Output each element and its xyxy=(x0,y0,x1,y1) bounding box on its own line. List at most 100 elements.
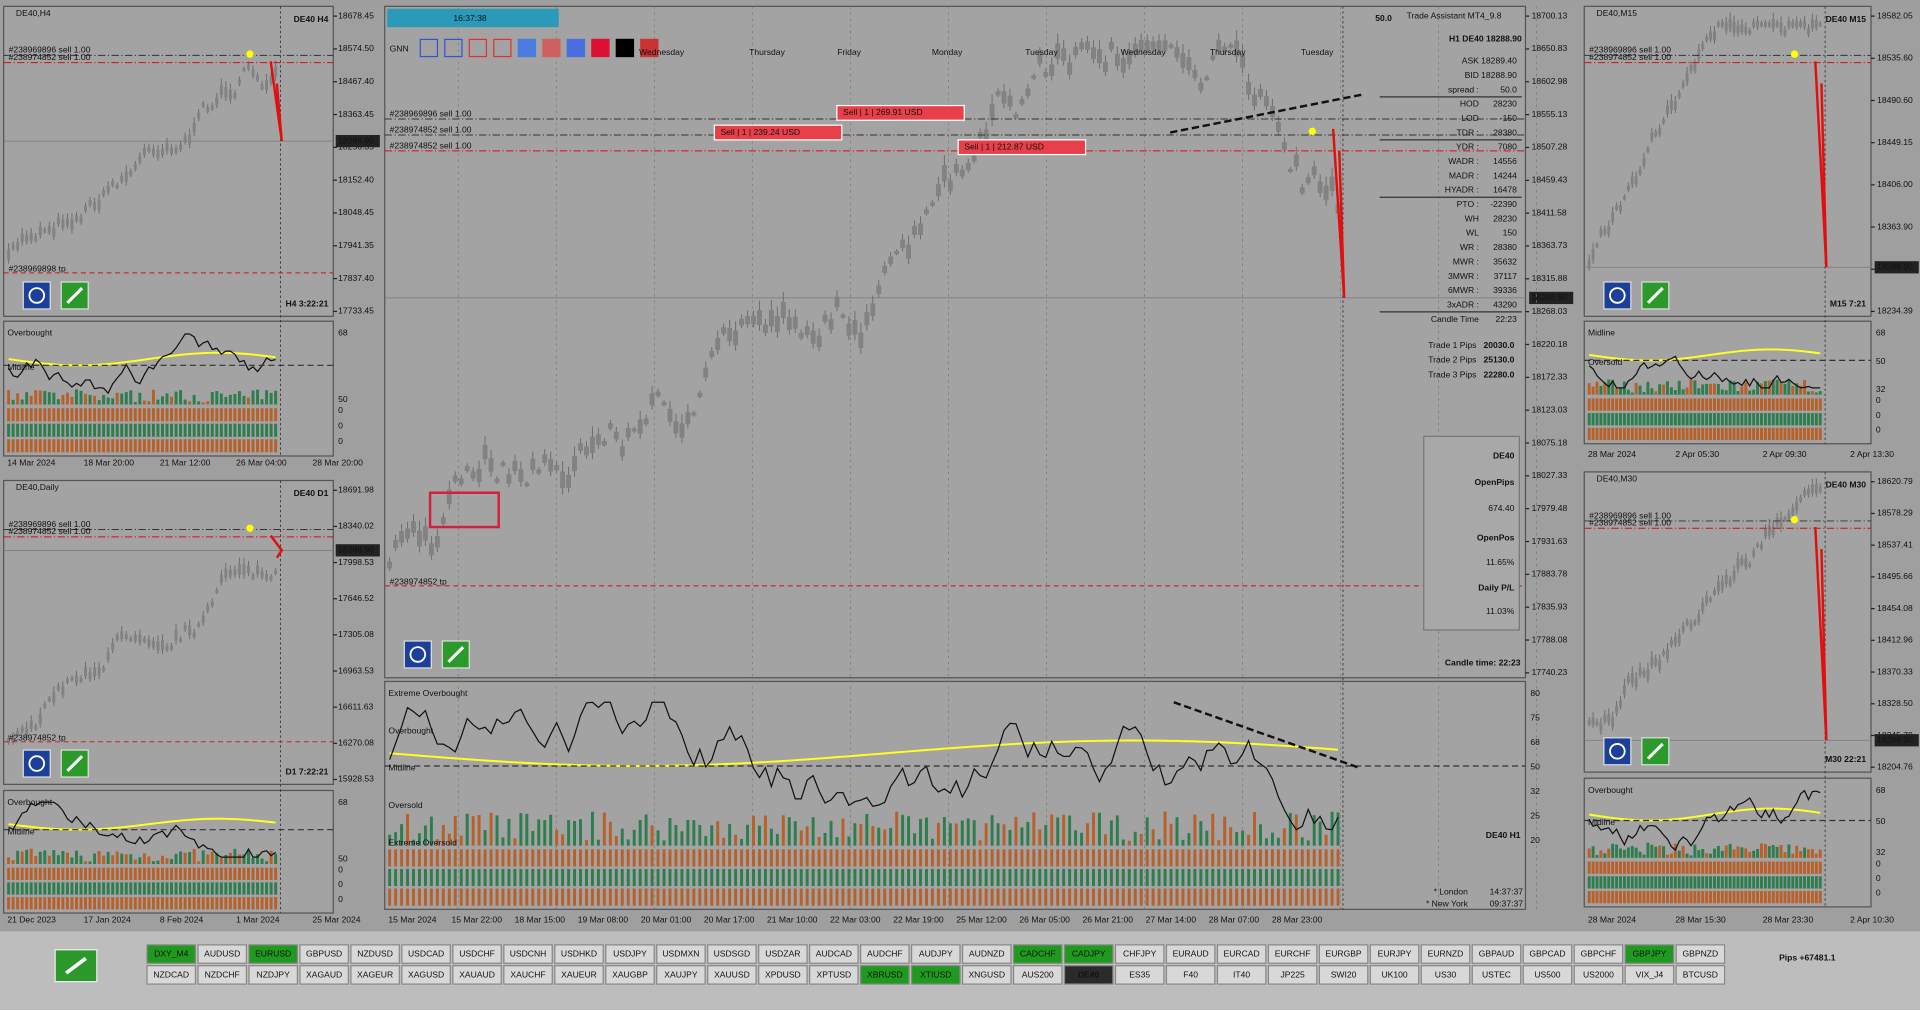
symbol-button[interactable] xyxy=(1012,965,1063,985)
strip-bar xyxy=(388,888,392,906)
symbol-button[interactable] xyxy=(656,965,706,985)
symbol-button[interactable] xyxy=(1573,965,1624,985)
histogram-bar xyxy=(757,825,761,846)
symbol-button[interactable] xyxy=(1369,965,1420,985)
symbol-button[interactable] xyxy=(1675,944,1726,964)
symbol-button[interactable] xyxy=(1114,965,1165,985)
symbol-button[interactable] xyxy=(707,965,757,985)
symbol-button[interactable] xyxy=(146,965,197,985)
symbol-button[interactable] xyxy=(910,944,961,964)
symbol-button[interactable] xyxy=(605,965,655,985)
sell-tag[interactable] xyxy=(836,104,965,121)
histogram-bar xyxy=(1264,838,1268,846)
symbol-button[interactable] xyxy=(809,944,859,964)
color-tool[interactable] xyxy=(542,38,561,58)
tp-label: #238974852 tp xyxy=(9,732,66,742)
target-button[interactable] xyxy=(1603,281,1632,310)
symbol-button[interactable] xyxy=(1216,944,1267,964)
symbol-button[interactable] xyxy=(656,944,706,964)
symbol-button[interactable] xyxy=(197,944,248,964)
color-tool[interactable] xyxy=(493,38,512,58)
symbol-button[interactable] xyxy=(1216,965,1267,985)
symbol-button[interactable] xyxy=(1165,965,1216,985)
strip-bar xyxy=(406,868,410,887)
symbol-button[interactable] xyxy=(605,944,655,964)
symbol-button[interactable] xyxy=(554,944,604,964)
strip-bar xyxy=(25,897,29,910)
strip-bar xyxy=(1748,890,1752,904)
sell-tag[interactable] xyxy=(957,139,1087,156)
symbol-button[interactable] xyxy=(248,965,298,985)
symbol-button[interactable] xyxy=(452,965,502,985)
symbol-button[interactable] xyxy=(961,965,1012,985)
symbol-button[interactable] xyxy=(350,965,400,985)
symbol-button[interactable] xyxy=(1267,944,1318,964)
target-button[interactable] xyxy=(22,281,51,310)
color-tool[interactable] xyxy=(468,38,488,58)
symbol-button[interactable] xyxy=(350,944,400,964)
strip-bar xyxy=(29,408,33,422)
symbol-button[interactable] xyxy=(1165,944,1216,964)
symbol-button[interactable] xyxy=(401,965,451,985)
symbol-button[interactable] xyxy=(503,965,553,985)
link-button[interactable] xyxy=(54,949,98,983)
strip-bar xyxy=(242,882,246,895)
symbol-button[interactable] xyxy=(1471,944,1522,964)
date-label: 20 Mar 01:00 xyxy=(641,915,692,925)
symbol-button[interactable] xyxy=(961,944,1012,964)
symbol-button[interactable] xyxy=(1420,944,1471,964)
symbol-button[interactable] xyxy=(554,965,604,985)
symbol-button[interactable] xyxy=(146,944,197,964)
target-button[interactable] xyxy=(1603,737,1632,766)
symbol-button[interactable] xyxy=(910,965,961,985)
strip-bar xyxy=(614,849,618,867)
symbol-button[interactable] xyxy=(1369,944,1420,964)
symbol-button[interactable] xyxy=(860,944,910,964)
symbol-button[interactable] xyxy=(1420,965,1471,985)
color-tool[interactable] xyxy=(615,38,635,58)
color-tool[interactable] xyxy=(591,38,610,58)
symbol-button[interactable] xyxy=(248,944,298,964)
symbol-button[interactable] xyxy=(860,965,910,985)
strip-bar xyxy=(97,867,101,880)
symbol-button[interactable] xyxy=(1318,965,1369,985)
color-tool[interactable] xyxy=(640,38,659,58)
symbol-button[interactable] xyxy=(1114,944,1165,964)
target-button[interactable] xyxy=(403,640,432,669)
symbol-button[interactable] xyxy=(1471,965,1522,985)
symbol-button[interactable] xyxy=(1063,965,1114,985)
symbol-button[interactable] xyxy=(1522,965,1573,985)
strip-bar xyxy=(847,888,851,906)
symbol-button[interactable] xyxy=(1063,944,1114,964)
symbol-button[interactable] xyxy=(1624,944,1675,964)
symbol-button[interactable] xyxy=(299,965,349,985)
symbol-button[interactable] xyxy=(1624,965,1675,985)
color-tool[interactable] xyxy=(517,38,537,58)
symbol-button[interactable] xyxy=(809,965,859,985)
strip-bar xyxy=(1634,861,1638,874)
symbol-button[interactable] xyxy=(1318,944,1369,964)
color-tool[interactable] xyxy=(419,38,439,58)
symbol-button[interactable] xyxy=(1267,965,1318,985)
symbol-button[interactable] xyxy=(707,944,757,964)
strip-bar xyxy=(1744,398,1748,411)
symbol-button[interactable] xyxy=(197,965,248,985)
symbol-button[interactable] xyxy=(1012,944,1063,964)
symbol-button[interactable] xyxy=(503,944,553,964)
strip-bar xyxy=(88,882,92,895)
symbol-button[interactable] xyxy=(1675,965,1726,985)
symbol-button[interactable] xyxy=(1573,944,1624,964)
symbol-button[interactable] xyxy=(401,944,451,964)
color-tool[interactable] xyxy=(566,38,586,58)
target-button[interactable] xyxy=(22,749,51,778)
symbol-button[interactable] xyxy=(1522,944,1573,964)
symbol-button[interactable] xyxy=(758,965,808,985)
sell-tag[interactable] xyxy=(713,124,843,141)
strip-bar xyxy=(1133,888,1137,906)
date-label: 21 Mar 10:00 xyxy=(767,915,818,925)
color-tool[interactable] xyxy=(444,38,463,58)
symbol-button[interactable] xyxy=(452,944,502,964)
symbol-button[interactable] xyxy=(758,944,808,964)
candle-body xyxy=(1681,82,1685,88)
symbol-button[interactable] xyxy=(299,944,349,964)
